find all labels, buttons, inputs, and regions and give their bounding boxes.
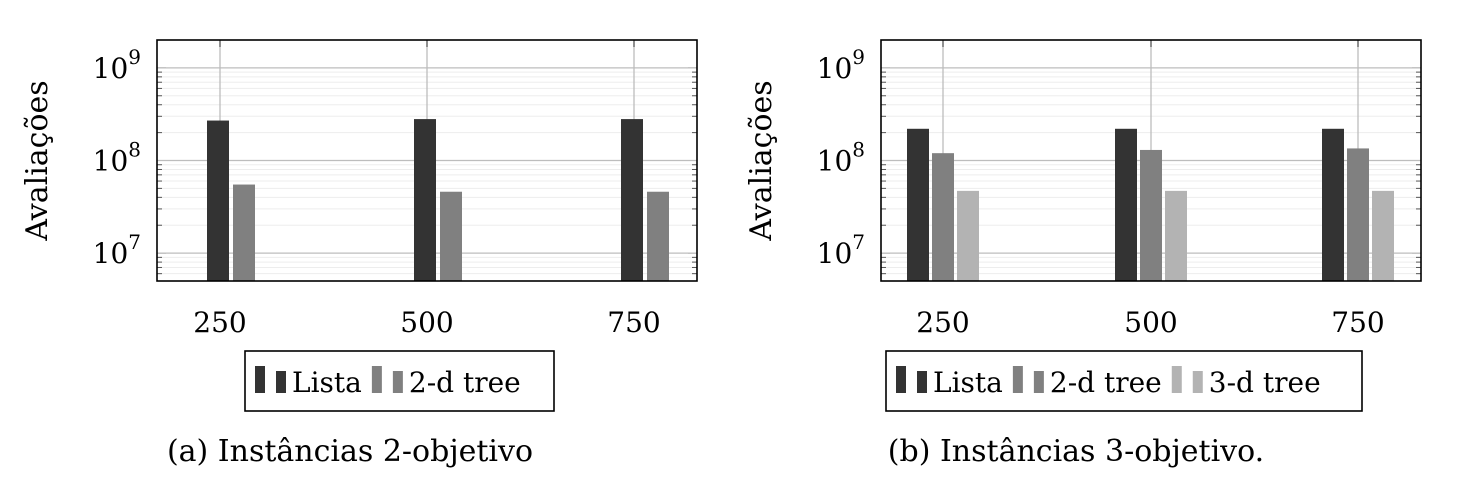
bar-2-d-tree-500: [440, 191, 462, 281]
bar-2-d-tree-750: [1347, 148, 1369, 281]
y-tick-exponent: 8: [128, 138, 141, 162]
bar-lista-500: [414, 119, 436, 281]
plot-frame: [880, 39, 1422, 282]
y-tick-base: 10: [817, 52, 853, 85]
bar-lista-750: [1322, 128, 1344, 281]
y-tick-base: 10: [93, 237, 129, 270]
x-tick-label: 500: [400, 306, 453, 339]
bars: [907, 128, 1394, 281]
legend-swatch: [1192, 371, 1203, 393]
y-tick-exponent: 7: [128, 230, 141, 254]
y-tick-label: 109: [93, 45, 141, 85]
bar-lista-250: [907, 128, 929, 281]
x-tick-label: 750: [607, 306, 660, 339]
legend-box: [885, 350, 1363, 412]
y-tick-exponent: 9: [852, 45, 865, 69]
y-tick-base: 10: [817, 145, 853, 178]
legend-swatch: [1171, 366, 1182, 393]
x-tick-label: 750: [1331, 306, 1384, 339]
x-tick-label: 250: [193, 306, 246, 339]
legend-swatch: [896, 366, 906, 393]
legend-swatch: [392, 371, 403, 393]
bar-3-d-tree-250: [957, 190, 979, 281]
legend: Lista 2-d tree: [244, 350, 555, 412]
bar-3-d-tree-500: [1165, 190, 1187, 281]
y-tick-base: 10: [93, 52, 129, 85]
y-axis-label: Avaliações: [20, 80, 55, 241]
legend-label: Lista: [292, 366, 362, 399]
y-tick-base: 10: [93, 145, 129, 178]
y-tick-exponent: 7: [852, 230, 865, 254]
panel-caption: (a) Instâncias 2-objetivo: [167, 434, 533, 469]
x-tick-label: 500: [1124, 306, 1177, 339]
bar-lista-500: [1115, 128, 1137, 281]
legend-swatch: [917, 371, 927, 393]
y-tick-base: 10: [817, 237, 853, 270]
y-tick-label: 109: [817, 45, 865, 85]
bar-2-d-tree-250: [233, 184, 255, 281]
x-tick-label: 250: [916, 306, 969, 339]
legend-label: 3-d tree: [1209, 366, 1321, 399]
bar-3-d-tree-750: [1372, 190, 1394, 281]
bar-lista-250: [207, 120, 229, 282]
legend-label: Lista: [933, 366, 1003, 399]
bar-lista-750: [621, 119, 643, 281]
legend-label: 2-d tree: [1050, 366, 1162, 399]
y-tick-label: 108: [817, 138, 865, 178]
legend-swatch: [1033, 371, 1044, 393]
y-tick-exponent: 9: [128, 45, 141, 69]
legend-swatch: [1012, 366, 1023, 393]
y-tick-label: 107: [93, 230, 141, 270]
y-axis-label: Avaliações: [744, 80, 779, 241]
y-tick-exponent: 8: [852, 138, 865, 162]
bars: [207, 119, 669, 282]
plot-frame: [156, 39, 698, 282]
legend-swatch: [276, 371, 286, 393]
bar-2-d-tree-750: [647, 191, 669, 281]
bar-2-d-tree-500: [1140, 149, 1162, 281]
legend-swatch: [255, 366, 265, 393]
legend-label: 2-d tree: [409, 366, 521, 399]
bar-2-d-tree-250: [932, 153, 954, 281]
legend-swatch: [371, 366, 382, 393]
y-tick-label: 107: [817, 230, 865, 270]
y-tick-label: 108: [93, 138, 141, 178]
panel-caption: (b) Instâncias 3-objetivo.: [888, 434, 1264, 469]
legend: Lista 2-d tree 3-d tree: [885, 350, 1363, 412]
